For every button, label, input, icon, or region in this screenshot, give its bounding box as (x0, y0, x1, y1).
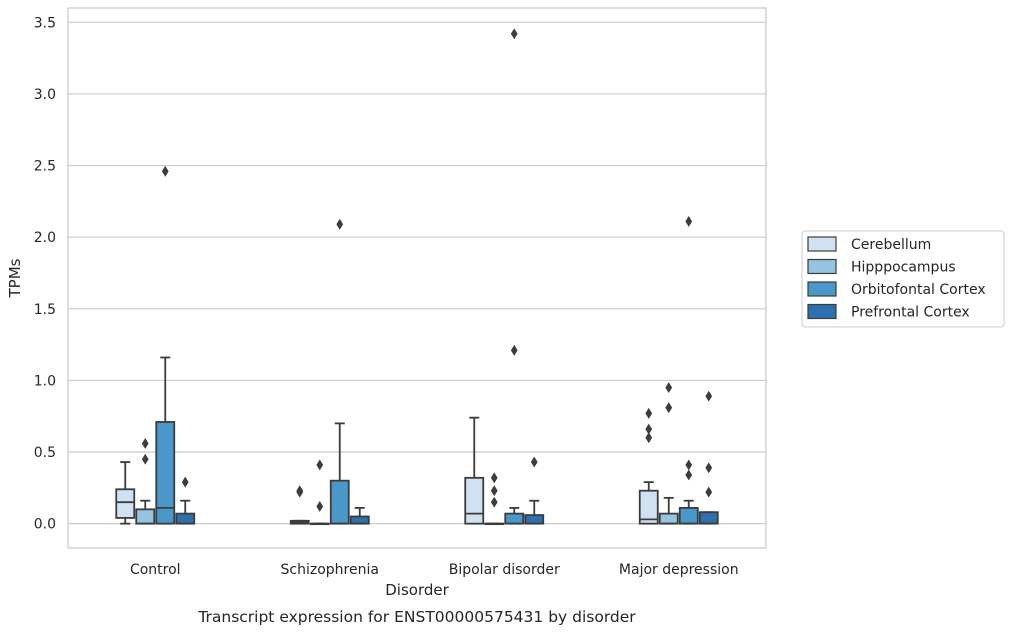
outlier-point (316, 459, 324, 471)
outlier-point (141, 437, 149, 449)
outlier-point (645, 423, 653, 435)
y-tick-label: 1.0 (34, 373, 56, 389)
y-tick-label: 3.0 (34, 87, 56, 103)
y-tick-label: 0.5 (34, 445, 56, 461)
outlier-point (316, 501, 324, 512)
box-hipppocampus-2 (484, 472, 505, 526)
box-orbitofontal-cortex-3 (678, 215, 699, 525)
legend-swatch (807, 258, 837, 275)
outlier-point (705, 486, 713, 498)
box-body (638, 489, 659, 525)
outlier-point (490, 485, 498, 497)
y-tick-label: 2.5 (34, 159, 56, 175)
outlier-point (685, 459, 693, 471)
legend-swatch (807, 236, 837, 252)
outlier-point (161, 165, 169, 177)
outlier-point (645, 407, 653, 419)
x-tick-label: Control (130, 562, 181, 578)
box-prefrontal-cortex-0 (175, 476, 196, 525)
box-body (464, 476, 485, 525)
box-cerebellum-3 (638, 407, 659, 525)
box-body (349, 515, 370, 525)
outlier-point (685, 469, 693, 481)
legend-swatch (807, 303, 837, 320)
outlier-point (510, 344, 518, 356)
outlier-point (181, 476, 189, 488)
box-cerebellum-1 (289, 485, 310, 525)
outlier-point (490, 472, 498, 484)
outlier-point (645, 432, 653, 444)
outlier-point (705, 390, 713, 402)
box-body (329, 479, 350, 525)
outlier-point (530, 456, 538, 468)
outlier-point (490, 496, 498, 508)
box-body (658, 512, 679, 525)
x-tick-label: Schizophrenia (281, 562, 379, 578)
outlier-point (141, 453, 149, 465)
y-tick-label: 3.5 (34, 15, 56, 31)
boxes (115, 28, 719, 526)
box-body (115, 488, 136, 519)
box-orbitofontal-cortex-2 (504, 28, 525, 525)
box-prefrontal-cortex-2 (524, 456, 545, 525)
legend-swatch (807, 281, 837, 297)
box-hipppocampus-3 (658, 382, 679, 525)
box-cerebellum-0 (115, 461, 136, 525)
legend-label: Prefrontal Cortex (851, 305, 970, 321)
y-axis-ticks: 0.0 0.5 1.0 1.5 2.0 2.5 3.0 3.5 (34, 15, 56, 532)
y-tick-label: 1.5 (34, 302, 56, 318)
box-cerebellum-2 (464, 416, 485, 525)
box-body (678, 506, 699, 525)
outlier-point (665, 402, 673, 414)
x-tick-label: Major depression (619, 562, 739, 578)
legend-label: Hipppocampus (851, 260, 956, 276)
box-body (175, 512, 196, 525)
outlier-point (336, 218, 344, 230)
legend-frame (801, 230, 1005, 328)
box-hipppocampus-0 (135, 437, 156, 525)
y-tick-label: 2.0 (34, 230, 56, 246)
box-body (135, 508, 156, 525)
box-orbitofontal-cortex-0 (155, 165, 176, 525)
box-body (524, 514, 545, 525)
x-axis-label: Disorder (385, 581, 449, 599)
outlier-point (510, 28, 518, 40)
box-orbitofontal-cortex-1 (329, 218, 350, 525)
box-hipppocampus-1 (309, 459, 330, 526)
outlier-point (705, 462, 713, 474)
y-axis-label: TPMs (6, 258, 24, 298)
chart-caption: Transcript expression for ENST0000057543… (197, 608, 636, 626)
box-body (698, 511, 719, 525)
legend-label: Cerebellum (851, 237, 931, 253)
box-body (504, 512, 525, 525)
legend: Cerebellum Hipppocampus Orbitofontal Corte… (801, 230, 1005, 328)
box-body (155, 421, 176, 525)
outlier-point (685, 215, 693, 227)
y-tick-label: 0.0 (34, 517, 56, 533)
plot-frame (67, 7, 767, 549)
legend-label: Orbitofontal Cortex (851, 282, 986, 298)
grid-lines (68, 21, 766, 525)
box-prefrontal-cortex-1 (349, 506, 370, 525)
outlier-point (296, 485, 304, 497)
x-tick-label: Bipolar disorder (449, 562, 560, 578)
outlier-point (665, 382, 673, 394)
x-axis-ticks: Control Schizophrenia Bipolar disorder Majo… (130, 562, 739, 578)
box-prefrontal-cortex-3 (698, 390, 719, 525)
